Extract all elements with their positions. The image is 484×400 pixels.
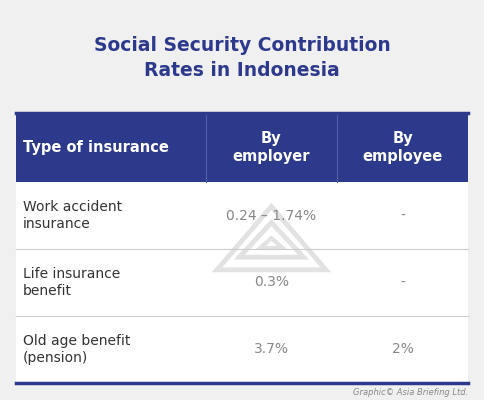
Text: 2%: 2% xyxy=(392,342,413,356)
Bar xyxy=(16,113,468,182)
Text: Old age benefit
(pension): Old age benefit (pension) xyxy=(23,334,130,365)
Text: Life insurance
benefit: Life insurance benefit xyxy=(23,267,121,298)
Text: By
employee: By employee xyxy=(363,130,443,164)
Bar xyxy=(16,316,468,383)
Text: 0.3%: 0.3% xyxy=(254,276,289,290)
Text: -: - xyxy=(400,208,405,222)
Text: Graphic© Asia Briefing Ltd.: Graphic© Asia Briefing Ltd. xyxy=(353,388,468,397)
Bar xyxy=(16,249,468,316)
Text: By
employer: By employer xyxy=(233,130,310,164)
Text: Type of insurance: Type of insurance xyxy=(23,140,169,155)
Bar xyxy=(16,182,468,249)
Text: Social Security Contribution
Rates in Indonesia: Social Security Contribution Rates in In… xyxy=(93,36,391,80)
Text: 0.24 – 1.74%: 0.24 – 1.74% xyxy=(227,208,317,222)
Text: Work accident
insurance: Work accident insurance xyxy=(23,200,122,231)
Text: -: - xyxy=(400,276,405,290)
Text: 3.7%: 3.7% xyxy=(254,342,289,356)
